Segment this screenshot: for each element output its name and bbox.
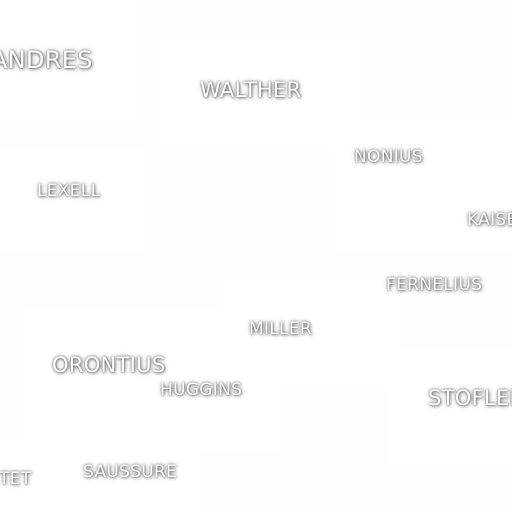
map-tile [0,0,140,120]
crater-label-saussure[interactable]: SAUSSURE [83,462,178,482]
crater-label-walther[interactable]: WALTHER [200,78,302,102]
crater-label-lexell[interactable]: LEXELL [37,181,101,201]
crater-label-huggins[interactable]: HUGGINS [160,380,243,400]
crater-label-kaiser[interactable]: KAISER [467,210,512,230]
crater-label-stofler[interactable]: STOFLER [428,386,512,410]
map-tile [160,40,360,150]
map-tile [390,350,512,470]
crater-label-orontius[interactable]: ORONTIUS [52,353,166,377]
crater-label-andres[interactable]: ANDRES [0,46,93,74]
map-tile [0,440,200,512]
crater-label-miller[interactable]: MILLER [249,319,312,339]
crater-label-pictet[interactable]: PICTET [0,469,32,489]
map-tile [330,120,512,250]
map-tile [20,310,280,450]
crater-label-fernelius[interactable]: FERNELIUS [386,275,483,295]
map-tile [0,150,150,250]
crater-label-nonius[interactable]: NONIUS [354,147,423,167]
